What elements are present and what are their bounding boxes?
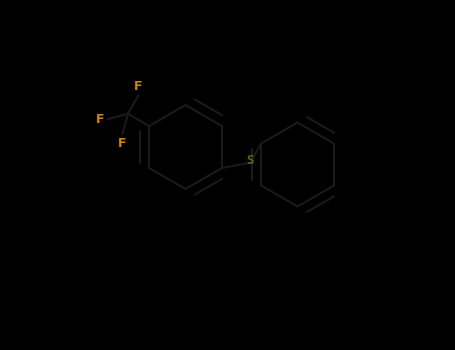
Text: F: F bbox=[134, 80, 143, 93]
Text: F: F bbox=[96, 113, 105, 126]
Text: F: F bbox=[118, 137, 127, 150]
Text: S: S bbox=[247, 154, 254, 168]
